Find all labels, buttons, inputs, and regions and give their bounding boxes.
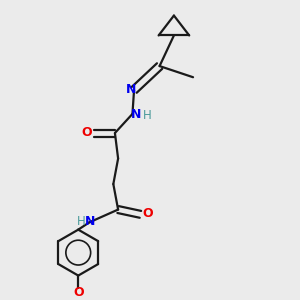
Text: N: N <box>85 215 96 228</box>
Text: O: O <box>142 207 153 220</box>
Text: H: H <box>77 215 86 228</box>
Text: H: H <box>142 109 151 122</box>
Text: O: O <box>73 286 84 299</box>
Text: N: N <box>130 108 141 121</box>
Text: N: N <box>126 83 136 97</box>
Text: O: O <box>82 126 92 139</box>
